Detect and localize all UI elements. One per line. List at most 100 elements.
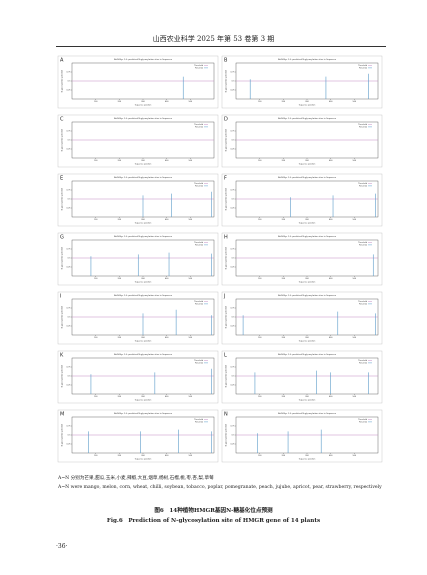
x-axis-label: Sequence position (299, 163, 316, 166)
y-tick-label: 0.25 (66, 385, 70, 387)
y-tick-label: 0.25 (66, 444, 70, 446)
panel-title: NetNGlyc 1.0: predicted N-glycosylation … (278, 58, 337, 61)
x-tick-label: 400 (329, 455, 333, 457)
y-tick-label: 0.75 (230, 367, 234, 369)
y-axis-label: N-glycosylation potential (61, 69, 64, 92)
x-tick-label: 500 (189, 160, 193, 162)
x-tick-label: 500 (353, 278, 357, 280)
legend-label: Potential (359, 302, 367, 305)
x-tick-label: 200 (282, 396, 286, 398)
y-axis-label: N-glycosylation potential (225, 128, 228, 151)
x-tick-label: 400 (165, 455, 169, 457)
y-tick-label: 0.75 (230, 249, 234, 251)
y-tick-label: 0.25 (230, 326, 234, 328)
panel-title: NetNGlyc 1.0: predicted N-glycosylation … (278, 117, 337, 120)
x-tick-label: 300 (305, 219, 309, 221)
legend-label: Threshold (358, 123, 367, 126)
y-tick-label: 0.25 (66, 208, 70, 210)
legend-label: Threshold (194, 123, 203, 126)
x-tick-label: 400 (329, 101, 333, 103)
y-axis-label: N-glycosylation potential (225, 246, 228, 269)
x-tick-label: 200 (118, 455, 122, 457)
y-tick-label: 0.5 (68, 140, 71, 142)
panel: C NetNGlyc 1.0: predicted N-glycosylation… (57, 114, 219, 168)
panel-frame (57, 114, 219, 168)
x-tick-label: 300 (141, 219, 145, 221)
panel-label: J (223, 294, 225, 300)
y-tick-label: 0.75 (230, 426, 234, 428)
panel: H NetNGlyc 1.0: predicted N-glycosylation… (221, 232, 383, 286)
x-tick-label: 400 (165, 101, 169, 103)
panel: A NetNGlyc 1.0: predicted N-glycosylation… (57, 55, 219, 109)
x-tick-label: 100 (94, 219, 98, 221)
x-tick-label: 500 (189, 101, 193, 103)
page-number: ·36· (56, 543, 68, 550)
y-axis-label: N-glycosylation potential (61, 364, 64, 387)
panel: G NetNGlyc 1.0: predicted N-glycosylation… (57, 232, 219, 286)
x-tick-label: 300 (141, 101, 145, 103)
panel: M NetNGlyc 1.0: predicted N-glycosylation… (57, 409, 219, 463)
x-tick-label: 500 (353, 396, 357, 398)
y-axis-label: N-glycosylation potential (61, 128, 64, 151)
y-tick-label: 0.5 (68, 376, 71, 378)
x-axis-label: Sequence position (135, 458, 152, 461)
x-tick-label: 400 (329, 219, 333, 221)
legend-label: Threshold (358, 182, 367, 185)
x-tick-label: 200 (118, 278, 122, 280)
x-tick-label: 200 (282, 455, 286, 457)
x-axis-label: Sequence position (135, 340, 152, 343)
legend-label: Threshold (194, 359, 203, 362)
panel-frame (221, 232, 383, 286)
x-tick-label: 100 (94, 455, 98, 457)
x-tick-label: 200 (282, 278, 286, 280)
y-tick-label: 0.5 (232, 317, 235, 319)
legend-label: Potential (359, 184, 367, 187)
x-axis-label: Sequence position (299, 281, 316, 284)
x-tick-label: 300 (305, 337, 309, 339)
y-axis-label: N-glycosylation potential (61, 423, 64, 446)
x-tick-label: 300 (141, 278, 145, 280)
y-tick-label: 0.25 (66, 326, 70, 328)
legend-label: Threshold (358, 64, 367, 67)
y-tick-label: 0.5 (68, 199, 71, 201)
y-tick-label: 0.5 (68, 258, 71, 260)
x-tick-label: 100 (258, 219, 262, 221)
y-tick-label: 0.25 (230, 149, 234, 151)
panel-label: G (60, 235, 64, 241)
x-tick-label: 100 (258, 160, 262, 162)
y-tick-label: 0.5 (232, 81, 235, 83)
x-tick-label: 500 (353, 455, 357, 457)
x-tick-label: 400 (329, 160, 333, 162)
legend-label: Threshold (194, 182, 203, 185)
legend-label: Potential (195, 302, 203, 305)
panel-title: NetNGlyc 1.0: predicted N-glycosylation … (114, 353, 173, 356)
x-tick-label: 400 (329, 337, 333, 339)
legend-label: Threshold (358, 418, 367, 421)
x-tick-label: 500 (353, 101, 357, 103)
x-tick-label: 400 (329, 278, 333, 280)
panel: E NetNGlyc 1.0: predicted N-glycosylation… (57, 173, 219, 227)
x-tick-label: 500 (353, 160, 357, 162)
x-tick-label: 300 (305, 101, 309, 103)
x-tick-label: 200 (282, 101, 286, 103)
y-tick-label: 0.25 (230, 267, 234, 269)
y-tick-label: 0.75 (66, 367, 70, 369)
x-tick-label: 200 (282, 160, 286, 162)
panel-frame (221, 409, 383, 463)
legend-label: Threshold (194, 64, 203, 67)
panel-label: E (60, 176, 63, 182)
x-tick-label: 300 (305, 160, 309, 162)
y-tick-label: 0.75 (66, 131, 70, 133)
panel: J NetNGlyc 1.0: predicted N-glycosylation… (221, 291, 383, 345)
y-tick-label: 0.5 (232, 140, 235, 142)
x-tick-label: 400 (165, 160, 169, 162)
panel-frame (57, 55, 219, 109)
legend-label: Potential (195, 420, 203, 423)
y-axis-label: N-glycosylation potential (225, 305, 228, 328)
x-tick-label: 200 (118, 160, 122, 162)
y-axis-label: N-glycosylation potential (225, 423, 228, 446)
panel-label: L (224, 353, 227, 359)
y-tick-label: 0.5 (232, 435, 235, 437)
x-tick-label: 500 (189, 219, 193, 221)
